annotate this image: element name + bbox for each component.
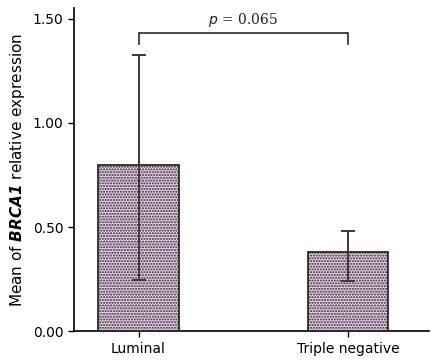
Text: $p$ = 0.065: $p$ = 0.065 — [208, 11, 278, 29]
Bar — [308, 252, 388, 331]
Bar — [98, 165, 179, 331]
Y-axis label: Mean of $\bfit{BRCA1}$ relative expression: Mean of $\bfit{BRCA1}$ relative expressi… — [8, 33, 28, 307]
